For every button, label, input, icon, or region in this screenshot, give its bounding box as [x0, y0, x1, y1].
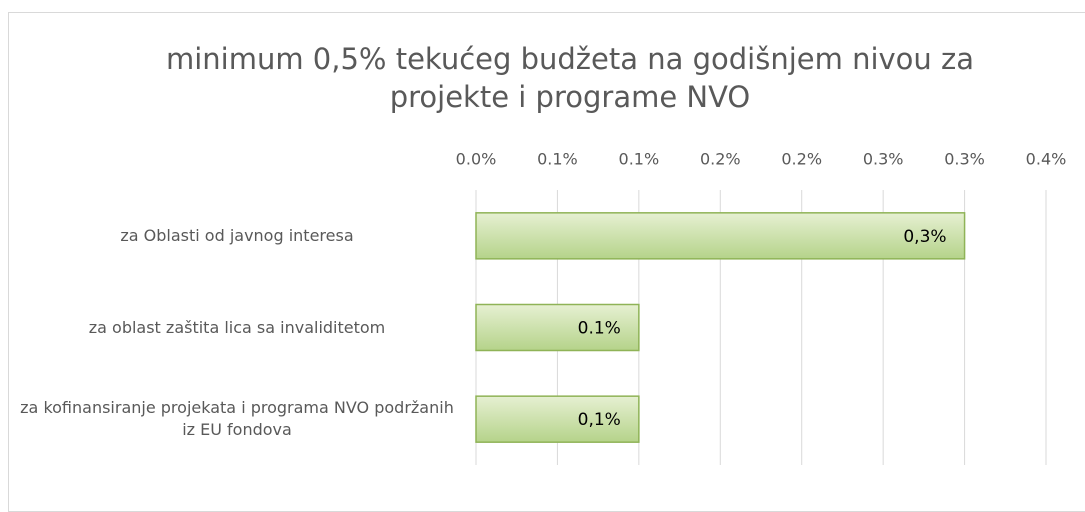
- page: minimum 0,5% tekućeg budžeta na godišnje…: [8, 12, 1085, 512]
- x-tick-label: 0.2%: [700, 150, 741, 169]
- x-tick-label: 0.0%: [456, 150, 497, 169]
- bar: [475, 395, 640, 443]
- value-label: 0.1%: [578, 319, 621, 339]
- x-tick-label: 0.1%: [537, 150, 578, 169]
- value-label: 0,3%: [903, 227, 946, 247]
- x-tick-label: 0.2%: [781, 150, 822, 169]
- y-tick-label: za Oblasti od javnog interesa: [120, 225, 354, 245]
- bar: [475, 212, 966, 260]
- x-tick-label: 0.1%: [619, 150, 660, 169]
- y-tick-label: za oblast zaštita lica sa invaliditetom: [88, 317, 386, 337]
- x-tick-label: 0.3%: [863, 150, 904, 169]
- value-label: 0,1%: [578, 410, 621, 430]
- x-tick-label: 0.4%: [1026, 150, 1067, 169]
- chart: 0.0% 0.1% 0.1% 0.2% 0.2% 0.3% 0.3% 0.4% 0,3% 0.1%…: [456, 150, 1067, 465]
- bar: [475, 303, 640, 352]
- x-tick-label: 0.3%: [944, 150, 985, 169]
- y-tick-label: za kofinansiranje projekata i programa N…: [20, 398, 454, 440]
- chart-title: minimum 0,5% tekućeg budžeta na godišnje…: [165, 42, 975, 114]
